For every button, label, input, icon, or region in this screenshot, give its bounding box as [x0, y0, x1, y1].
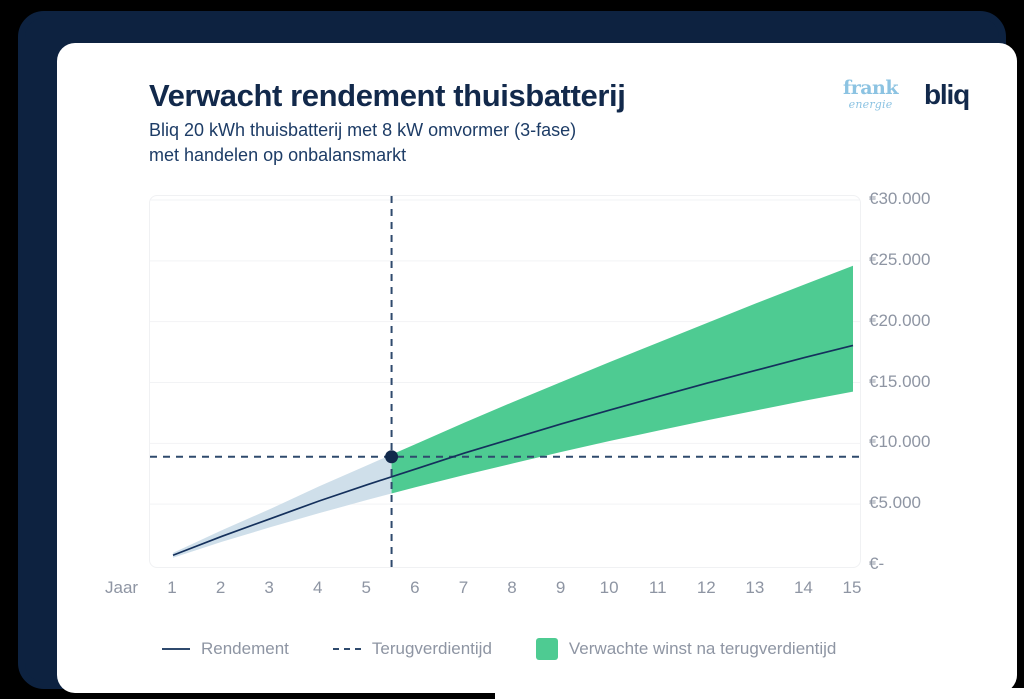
x-axis-tick-label: 9 — [555, 578, 566, 597]
legend-label: Rendement — [201, 639, 289, 658]
x-axis-tick-label: 7 — [458, 578, 469, 597]
legend-solid-line-icon — [162, 648, 190, 650]
rendement-line — [172, 344, 854, 557]
frank-logo-name: frank — [843, 77, 899, 99]
x-axis-tick-label: 10 — [599, 578, 619, 597]
legend-square-icon — [535, 638, 558, 660]
x-axis-tick-label: 3 — [264, 578, 274, 597]
page-subtitle: Bliq 20 kWh thuisbatterij met 8 kW omvor… — [149, 118, 576, 168]
page-title: Verwacht rendement thuisbatterij — [149, 78, 626, 113]
x-axis-tick-label: 8 — [507, 578, 517, 597]
x-axis-tick-label: 15 — [842, 578, 862, 597]
band-before-breakeven — [173, 454, 392, 558]
x-axis-tick-label: 1 — [167, 578, 177, 597]
y-axis-labels: €- €5.000 €10.000 €15.000 €20.000 €25.000 €30.… — [869, 183, 989, 580]
subtitle-line-2: met handelen op onbalansmarkt — [149, 145, 407, 165]
breakeven-marker — [385, 450, 399, 464]
x-axis-tick-label: 5 — [361, 578, 372, 597]
plot-frame — [149, 195, 861, 568]
x-axis-tick-label: 14 — [793, 578, 813, 597]
y-axis-tick-label: €10.000 — [869, 432, 931, 452]
x-axis-tick-label: 12 — [696, 578, 716, 597]
chart-legend: Rendement Terugverdientijd Verwachte winst… — [162, 638, 836, 660]
legend-item[interactable]: Verwachte winst na terugverdientijd — [535, 638, 837, 660]
legend-item[interactable]: Terugverdientijd — [332, 639, 492, 659]
y-axis-tick-label: €25.000 — [869, 249, 931, 269]
chart-card: Verwacht rendement thuisbatterij Bliq 20… — [57, 43, 1017, 693]
plot-area — [149, 195, 861, 568]
legend-label: Terugverdientijd — [371, 639, 492, 658]
bottom-white-strip — [495, 688, 1024, 699]
y-axis-tick-label: €20.000 — [869, 310, 931, 330]
frank-energie-logo: frank energie — [843, 77, 899, 111]
y-axis-tick-label: €30.000 — [869, 189, 931, 208]
bliq-logo: bliq — [924, 78, 970, 110]
y-axis-tick-label: €- — [869, 554, 885, 573]
x-axis-tick-label: 4 — [312, 578, 323, 597]
band-after-breakeven — [391, 265, 853, 494]
legend-dashed-line-icon — [332, 648, 361, 650]
x-axis-tick-label: 11 — [648, 578, 667, 597]
x-axis-labels: Jaar 1 2 3 4 5 6 7 8 9 10 11 12 13 14 15 — [57, 578, 1017, 608]
y-axis-tick-label: €5.000 — [869, 493, 921, 513]
card-header: Verwacht rendement thuisbatterij Bliq 20… — [57, 43, 1017, 183]
x-axis-tick-label: 6 — [410, 578, 420, 597]
chart-svg — [150, 196, 860, 567]
subtitle-line-1: Bliq 20 kWh thuisbatterij met 8 kW omvor… — [149, 120, 577, 140]
chart-container: €- €5.000 €10.000 €15.000 €20.000 €25.000 €30.… — [57, 183, 1017, 693]
device-frame: Verwacht rendement thuisbatterij Bliq 20… — [18, 11, 1017, 693]
logo-group: frank energie bliq — [843, 77, 970, 111]
legend-item[interactable]: Rendement — [162, 639, 289, 659]
x-axis-tick-label: 2 — [215, 578, 226, 597]
x-axis-title: Jaar — [105, 578, 139, 597]
legend-label: Verwachte winst na terugverdientijd — [568, 639, 837, 658]
y-axis-tick-label: €15.000 — [869, 371, 931, 391]
x-axis-tick-label: 13 — [745, 578, 765, 597]
frank-logo-tagline: energie — [848, 98, 893, 111]
